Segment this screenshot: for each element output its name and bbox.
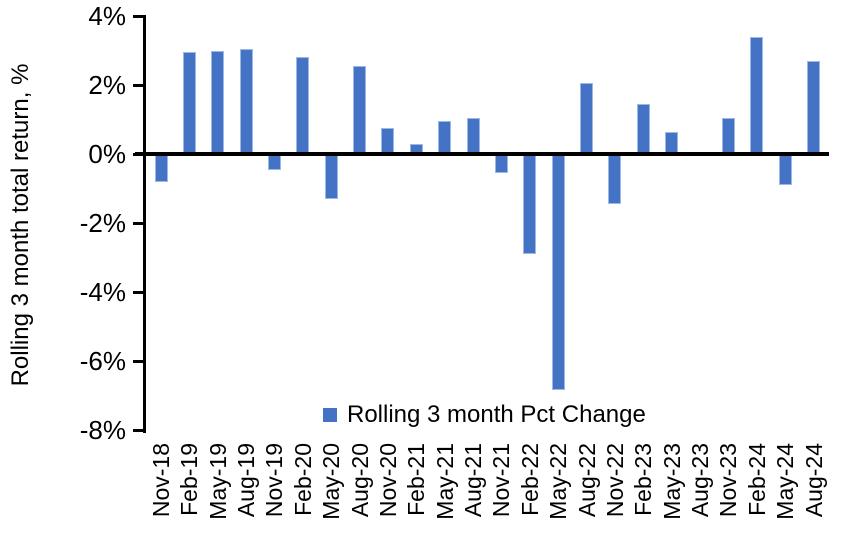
bar-Feb-24 <box>750 37 763 154</box>
bar-Aug-24 <box>807 61 820 154</box>
x-tick-label: Nov-21 <box>488 443 514 518</box>
x-tick-label: May-23 <box>659 443 685 520</box>
y-tick-label: 2% <box>88 70 126 100</box>
y-tick-mark <box>133 222 146 225</box>
x-tick-label: Aug-20 <box>347 443 373 518</box>
bar-May-19 <box>211 51 224 155</box>
x-tick-label: May-24 <box>772 443 798 520</box>
bar-Feb-23 <box>637 104 650 154</box>
y-tick-label: -8% <box>79 415 126 445</box>
bar-Nov-18 <box>155 154 168 182</box>
x-tick-label: Aug-22 <box>574 443 600 518</box>
bar-May-24 <box>779 154 792 185</box>
bar-Aug-19 <box>240 49 253 154</box>
bar-Nov-19 <box>268 154 281 170</box>
x-tick-label: May-21 <box>432 443 458 520</box>
x-tick-label: Feb-23 <box>630 443 656 516</box>
x-tick-label: Nov-18 <box>148 443 174 518</box>
x-tick-label: Nov-22 <box>602 443 628 518</box>
x-tick-label: Nov-20 <box>375 443 401 518</box>
bar-Nov-23 <box>722 118 735 154</box>
bar-Aug-21 <box>467 118 480 154</box>
x-tick-label: Aug-19 <box>233 443 259 518</box>
x-tick-label: Feb-24 <box>744 443 770 516</box>
x-tick-label: Aug-21 <box>460 443 486 518</box>
bar-Nov-21 <box>495 154 508 173</box>
x-tick-label: Feb-19 <box>176 443 202 516</box>
bar-Nov-20 <box>381 128 394 154</box>
x-tick-label: Feb-22 <box>517 443 543 516</box>
x-tick-label: Aug-23 <box>687 443 713 518</box>
y-tick-label: 0% <box>88 139 126 169</box>
legend: Rolling 3 month Pct Change <box>323 402 646 428</box>
y-tick-label: -2% <box>79 208 126 238</box>
legend-marker-icon <box>323 408 337 422</box>
legend-label: Rolling 3 month Pct Change <box>347 401 646 428</box>
x-tick-label: Nov-23 <box>715 443 741 518</box>
bar-May-22 <box>552 154 565 390</box>
y-tick-mark <box>133 84 146 87</box>
bar-Nov-22 <box>608 154 621 204</box>
bar-Aug-20 <box>353 66 366 154</box>
y-tick-mark <box>133 291 146 294</box>
zero-axis-line <box>135 152 829 156</box>
bar-May-21 <box>438 121 451 154</box>
y-tick-label: 4% <box>88 1 126 31</box>
x-tick-label: Aug-24 <box>801 443 827 518</box>
bar-Feb-20 <box>296 57 309 154</box>
y-tick-mark <box>133 15 146 18</box>
y-tick-label: -4% <box>79 277 126 307</box>
y-tick-label: -6% <box>79 346 126 376</box>
y-tick-mark <box>133 360 146 363</box>
y-tick-mark <box>133 429 146 432</box>
x-tick-label: May-22 <box>545 443 571 520</box>
x-tick-label: Feb-21 <box>403 443 429 516</box>
bar-May-20 <box>325 154 338 199</box>
bar-May-23 <box>665 132 678 154</box>
bar-Feb-19 <box>183 52 196 154</box>
x-tick-label: May-19 <box>205 443 231 520</box>
bar-Aug-22 <box>580 83 593 154</box>
x-tick-label: Feb-20 <box>290 443 316 516</box>
x-tick-label: Nov-19 <box>261 443 287 518</box>
bar-Feb-22 <box>523 154 536 254</box>
x-tick-label: May-20 <box>318 443 344 520</box>
